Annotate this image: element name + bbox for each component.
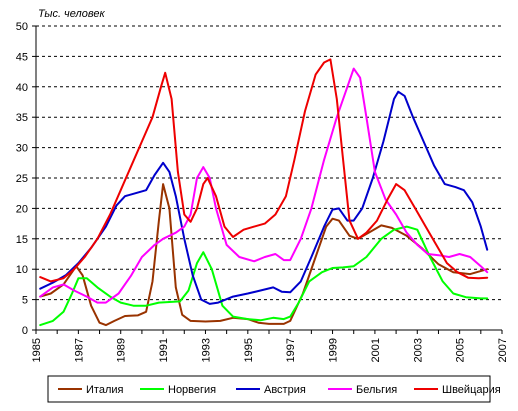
x-tick-label: 1985 — [31, 338, 43, 362]
y-axis-unit-label: Тыс. человек — [38, 8, 105, 20]
y-tick-label: 20 — [16, 203, 28, 215]
series-line-3 — [39, 90, 489, 305]
series-line-4 — [39, 67, 489, 304]
y-axis-tick-labels: 0 5 10 15 20 25 30 35 40 45 50 — [16, 21, 28, 337]
y-tick-label: 5 — [22, 295, 28, 307]
x-tick-label: 2005 — [455, 338, 467, 362]
y-tick-label: 25 — [16, 173, 28, 185]
legend-label-1: Италия — [86, 384, 124, 396]
y-tick-label: 40 — [16, 82, 28, 94]
y-tick-label: 35 — [16, 112, 28, 124]
series-lines — [39, 58, 489, 327]
series-line-2 — [39, 225, 489, 327]
y-tick-label: 0 — [22, 325, 28, 337]
x-tick-label: 2007 — [497, 338, 509, 362]
legend-label-5: Швейцария — [442, 384, 501, 396]
y-tick-label: 50 — [16, 21, 28, 33]
x-tick-label: 1997 — [285, 338, 297, 362]
x-tick-label: 1991 — [158, 338, 170, 362]
x-tick-label: 2003 — [412, 338, 424, 362]
x-tick-label: 1995 — [243, 338, 255, 362]
legend-label-2: Норвегия — [168, 384, 216, 396]
legend-label-4: Бельгия — [356, 384, 397, 396]
axes — [32, 25, 503, 334]
x-tick-label: 1999 — [328, 338, 340, 362]
y-tick-label: 45 — [16, 51, 28, 63]
x-axis-tick-labels: 1985 1987 1989 1991 1993 1995 1997 1999 2001 2003… — [31, 338, 509, 362]
x-tick-label: 1993 — [200, 338, 212, 362]
y-tick-label: 30 — [16, 143, 28, 155]
x-tick-label: 1987 — [73, 338, 85, 362]
y-tick-label: 15 — [16, 234, 28, 246]
x-tick-label: 1989 — [116, 338, 128, 362]
x-tick-label: 2001 — [370, 338, 382, 362]
y-tick-label: 10 — [16, 264, 28, 276]
legend: Италия Норвегия Австрия Бельгия Швейцария — [47, 375, 501, 403]
series-line-1 — [39, 183, 489, 327]
series-line-5 — [39, 58, 489, 283]
legend-label-3: Австрия — [264, 384, 306, 396]
